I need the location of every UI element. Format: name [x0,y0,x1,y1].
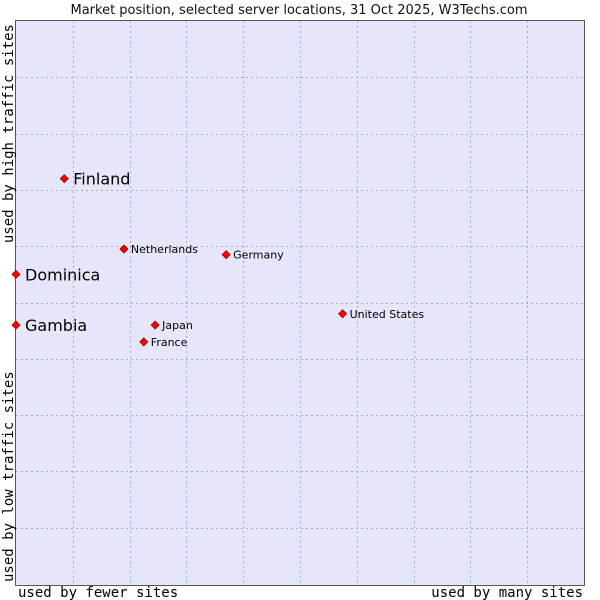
point-label-france: France [151,336,188,349]
data-points: Finland Dominica Gambia Netherlands Germany U… [11,170,425,349]
y-axis-label-bottom: used by low traffic sites [1,371,17,582]
data-point-netherlands: Netherlands [119,243,198,256]
chart-title: Market position, selected server locatio… [70,3,527,18]
data-point-france: France [139,336,188,349]
data-point-united-states: United States [338,308,425,321]
point-label-japan: Japan [161,319,193,332]
point-label-germany: Germany [233,249,284,262]
point-marker-germany [221,250,231,260]
data-point-finland: Finland [59,170,130,189]
x-axis-label-left: used by fewer sites [18,585,178,600]
point-marker-netherlands [119,244,129,254]
point-marker-finland [59,174,69,184]
grid [16,21,584,584]
point-marker-france [139,337,149,347]
data-point-dominica: Dominica [11,265,100,284]
x-axis-label-right: used by many sites [431,585,583,600]
point-label-united-states: United States [350,308,425,321]
point-label-gambia: Gambia [25,316,87,335]
point-marker-dominica [11,269,21,279]
point-marker-united-states [338,309,348,319]
data-point-gambia: Gambia [11,316,87,335]
data-point-germany: Germany [221,249,284,262]
point-label-netherlands: Netherlands [131,243,198,256]
point-label-dominica: Dominica [25,265,100,284]
point-label-finland: Finland [73,170,130,189]
point-marker-japan [150,320,160,330]
data-point-japan: Japan [150,319,193,332]
point-marker-gambia [11,320,21,330]
y-axis-label-top: used by high traffic sites [1,24,17,243]
